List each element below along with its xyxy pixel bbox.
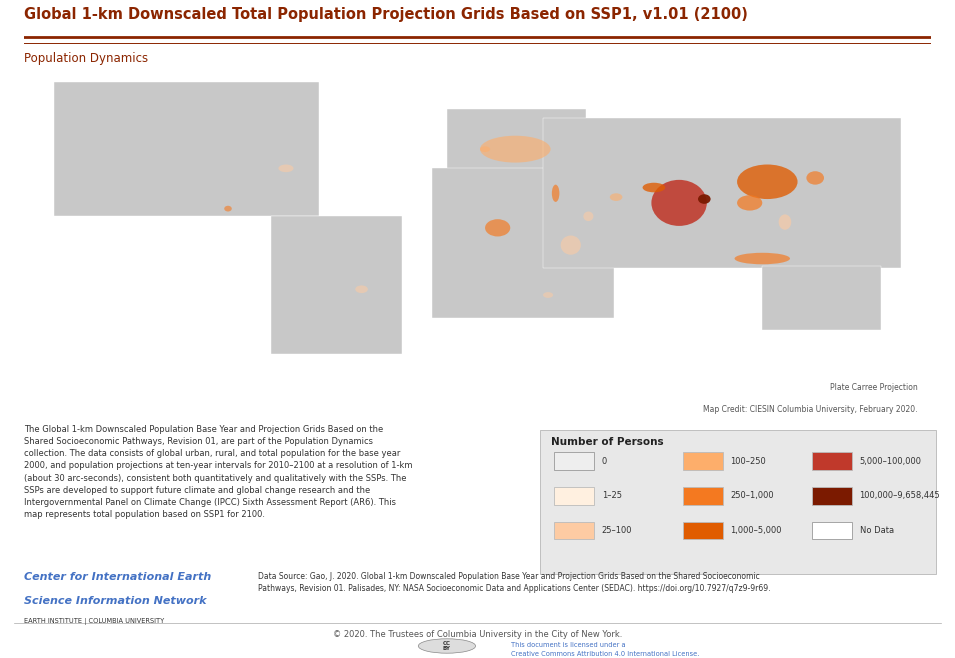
FancyBboxPatch shape bbox=[554, 522, 594, 540]
FancyBboxPatch shape bbox=[540, 430, 936, 574]
Ellipse shape bbox=[480, 136, 551, 163]
Bar bbox=[432, 168, 614, 318]
Text: CC
BY: CC BY bbox=[443, 641, 451, 651]
Ellipse shape bbox=[643, 183, 666, 192]
Bar bbox=[762, 266, 881, 330]
Text: Number of Persons: Number of Persons bbox=[551, 437, 664, 447]
Bar bbox=[54, 82, 319, 216]
Ellipse shape bbox=[806, 171, 824, 185]
Ellipse shape bbox=[651, 180, 707, 226]
Bar bbox=[271, 216, 402, 355]
Bar bbox=[447, 109, 585, 176]
Ellipse shape bbox=[610, 193, 623, 201]
Ellipse shape bbox=[485, 219, 510, 236]
Bar bbox=[543, 118, 901, 268]
Ellipse shape bbox=[698, 194, 711, 204]
Text: Global 1-km Downscaled Total Population Projection Grids Based on SSP1, v1.01 (2: Global 1-km Downscaled Total Population … bbox=[24, 7, 748, 22]
Text: Map Credit: CIESIN Columbia University, February 2020.: Map Credit: CIESIN Columbia University, … bbox=[703, 405, 918, 415]
Ellipse shape bbox=[778, 215, 792, 230]
Text: EARTH INSTITUTE | COLUMBIA UNIVERSITY: EARTH INSTITUTE | COLUMBIA UNIVERSITY bbox=[24, 619, 164, 625]
FancyBboxPatch shape bbox=[683, 522, 723, 540]
Text: 100,000–9,658,445: 100,000–9,658,445 bbox=[860, 492, 940, 500]
FancyBboxPatch shape bbox=[554, 487, 594, 505]
Ellipse shape bbox=[737, 164, 797, 199]
Text: 1,000–5,000: 1,000–5,000 bbox=[731, 526, 782, 535]
Ellipse shape bbox=[737, 195, 762, 211]
Circle shape bbox=[418, 639, 476, 653]
Text: The Global 1-km Downscaled Population Base Year and Projection Grids Based on th: The Global 1-km Downscaled Population Ba… bbox=[24, 425, 413, 519]
Text: 0: 0 bbox=[602, 457, 606, 466]
Ellipse shape bbox=[543, 292, 553, 298]
Ellipse shape bbox=[584, 211, 593, 221]
FancyBboxPatch shape bbox=[554, 453, 594, 470]
Ellipse shape bbox=[734, 253, 790, 265]
Text: Center for International Earth: Center for International Earth bbox=[24, 572, 211, 582]
Ellipse shape bbox=[480, 146, 490, 152]
Text: Plate Carree Projection: Plate Carree Projection bbox=[830, 383, 918, 392]
FancyBboxPatch shape bbox=[812, 487, 852, 505]
Ellipse shape bbox=[279, 164, 293, 172]
Text: 5,000–100,000: 5,000–100,000 bbox=[860, 457, 922, 466]
Text: 250–1,000: 250–1,000 bbox=[731, 492, 775, 500]
Ellipse shape bbox=[224, 206, 232, 211]
FancyBboxPatch shape bbox=[683, 487, 723, 505]
Ellipse shape bbox=[355, 286, 368, 293]
FancyBboxPatch shape bbox=[812, 453, 852, 470]
Ellipse shape bbox=[552, 185, 560, 202]
Text: 1–25: 1–25 bbox=[602, 492, 622, 500]
FancyBboxPatch shape bbox=[812, 522, 852, 540]
Text: © 2020. The Trustees of Columbia University in the City of New York.: © 2020. The Trustees of Columbia Univers… bbox=[332, 630, 623, 640]
Text: Population Dynamics: Population Dynamics bbox=[24, 51, 148, 64]
Text: Data Source: Gao, J. 2020. Global 1-km Downscaled Population Base Year and Proje: Data Source: Gao, J. 2020. Global 1-km D… bbox=[258, 572, 771, 593]
Text: No Data: No Data bbox=[860, 526, 894, 535]
Text: 100–250: 100–250 bbox=[731, 457, 766, 466]
Text: This document is licensed under a
Creative Commons Attribution 4.0 International: This document is licensed under a Creati… bbox=[511, 642, 699, 658]
Text: Science Information Network: Science Information Network bbox=[24, 595, 206, 605]
Text: 25–100: 25–100 bbox=[602, 526, 632, 535]
Ellipse shape bbox=[561, 236, 581, 255]
FancyBboxPatch shape bbox=[683, 453, 723, 470]
